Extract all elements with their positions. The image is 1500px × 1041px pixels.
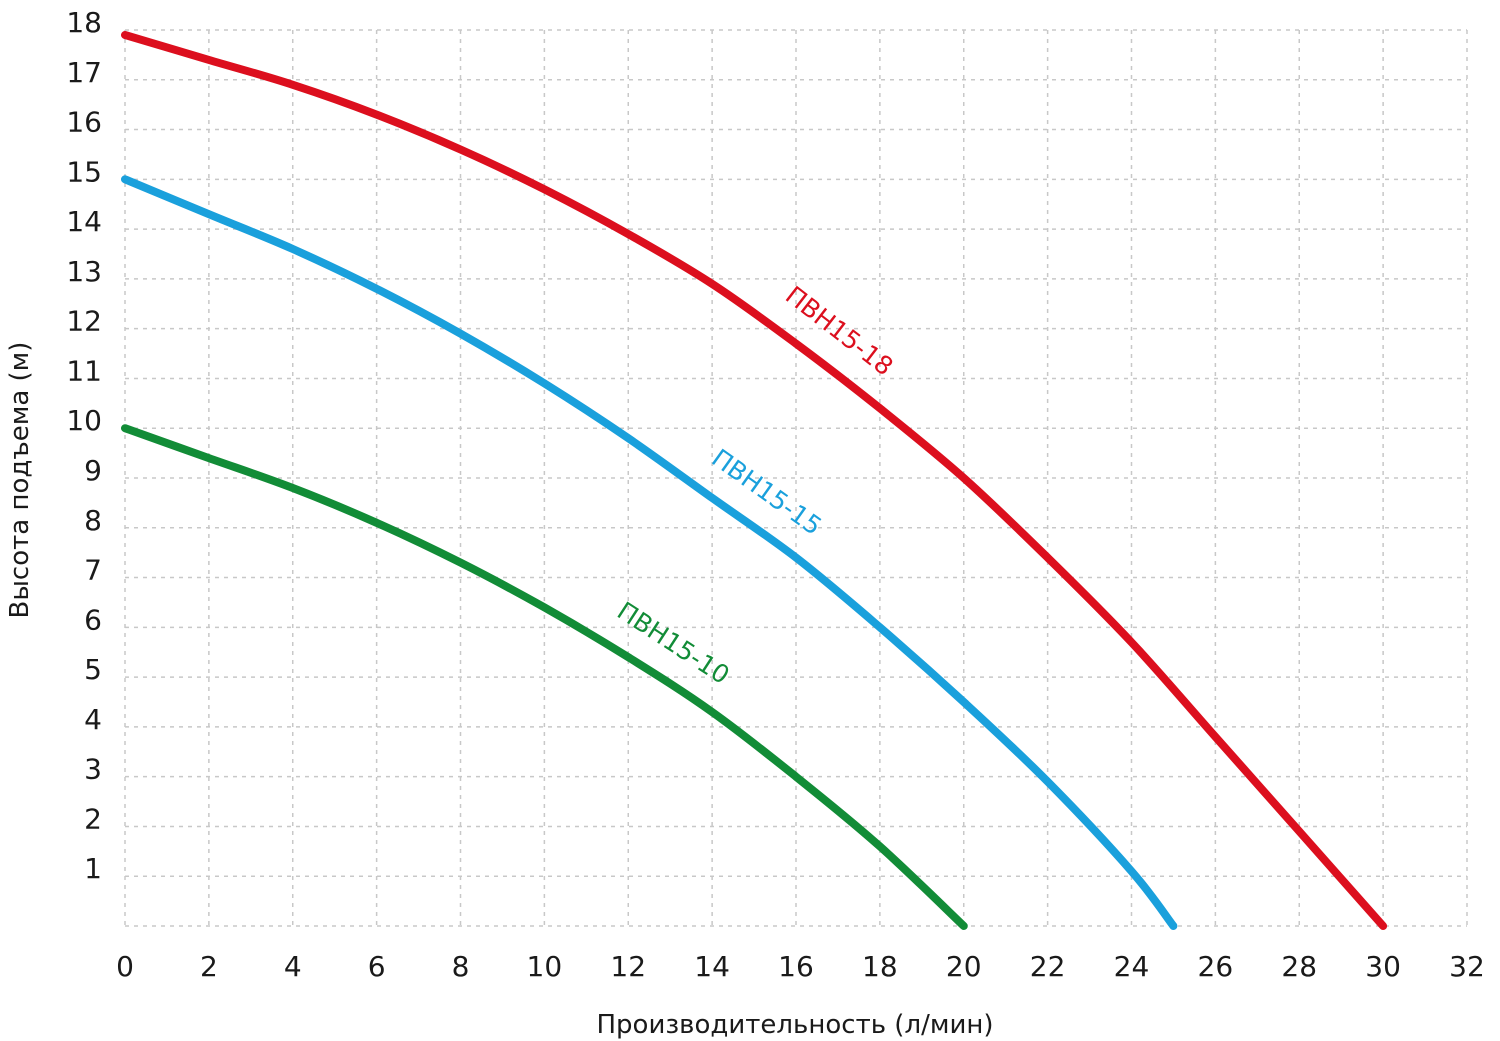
- series-line: [121, 31, 1388, 930]
- x-tick-label: 10: [527, 950, 563, 983]
- series-label: ПВН15-18: [780, 280, 899, 381]
- y-tick-label: 14: [66, 205, 102, 238]
- y-tick-label: 10: [66, 404, 102, 437]
- y-tick-label: 9: [84, 454, 102, 487]
- x-tick-label: 12: [610, 950, 646, 983]
- y-tick-label: 1: [84, 852, 102, 885]
- x-tick-label: 16: [778, 950, 814, 983]
- x-tick-label: 24: [1114, 950, 1150, 983]
- series-label: ПВН15-10: [612, 596, 735, 690]
- y-tick-label: 16: [66, 106, 102, 139]
- x-tick-label: 14: [694, 950, 730, 983]
- y-tick-label: 15: [66, 155, 102, 188]
- x-axis-ticks: 0 2 4 6 8 10 12 14 16 18 20 22 24 26 28 30 32: [116, 950, 1485, 983]
- x-tick-label: 20: [946, 950, 982, 983]
- y-tick-label: 6: [84, 603, 102, 636]
- x-tick-label: 32: [1449, 950, 1485, 983]
- x-tick-label: 30: [1365, 950, 1401, 983]
- x-tick-label: 2: [200, 950, 218, 983]
- y-tick-label: 4: [84, 703, 102, 736]
- y-tick-label: 17: [66, 56, 102, 89]
- grid: [124, 29, 1468, 927]
- x-tick-label: 18: [862, 950, 898, 983]
- x-tick-label: 8: [452, 950, 470, 983]
- x-tick-label: 6: [368, 950, 386, 983]
- x-tick-label: 28: [1281, 950, 1317, 983]
- x-axis-title: Производительность (л/мин): [597, 1010, 994, 1040]
- series-label: ПВН15-15: [707, 443, 828, 541]
- x-tick-label: 0: [116, 950, 134, 983]
- y-tick-label: 3: [84, 753, 102, 786]
- x-tick-label: 22: [1030, 950, 1066, 983]
- y-axis-title: Высота подъема (м): [5, 342, 35, 619]
- y-tick-label: 13: [66, 255, 102, 288]
- y-tick-label: 18: [66, 6, 102, 39]
- series-line: [121, 175, 1178, 930]
- x-tick-label: 26: [1198, 950, 1234, 983]
- y-tick-label: 8: [84, 504, 102, 537]
- y-tick-label: 2: [84, 802, 102, 835]
- series-line: [121, 424, 968, 930]
- y-tick-label: 5: [84, 653, 102, 686]
- y-tick-label: 7: [84, 554, 102, 587]
- series-curves: [121, 31, 1388, 930]
- y-tick-label: 12: [66, 305, 102, 338]
- x-tick-label: 4: [284, 950, 302, 983]
- series-labels: ПВН15-18 ПВН15-15 ПВН15-10: [612, 280, 899, 690]
- y-tick-label: 11: [66, 354, 102, 387]
